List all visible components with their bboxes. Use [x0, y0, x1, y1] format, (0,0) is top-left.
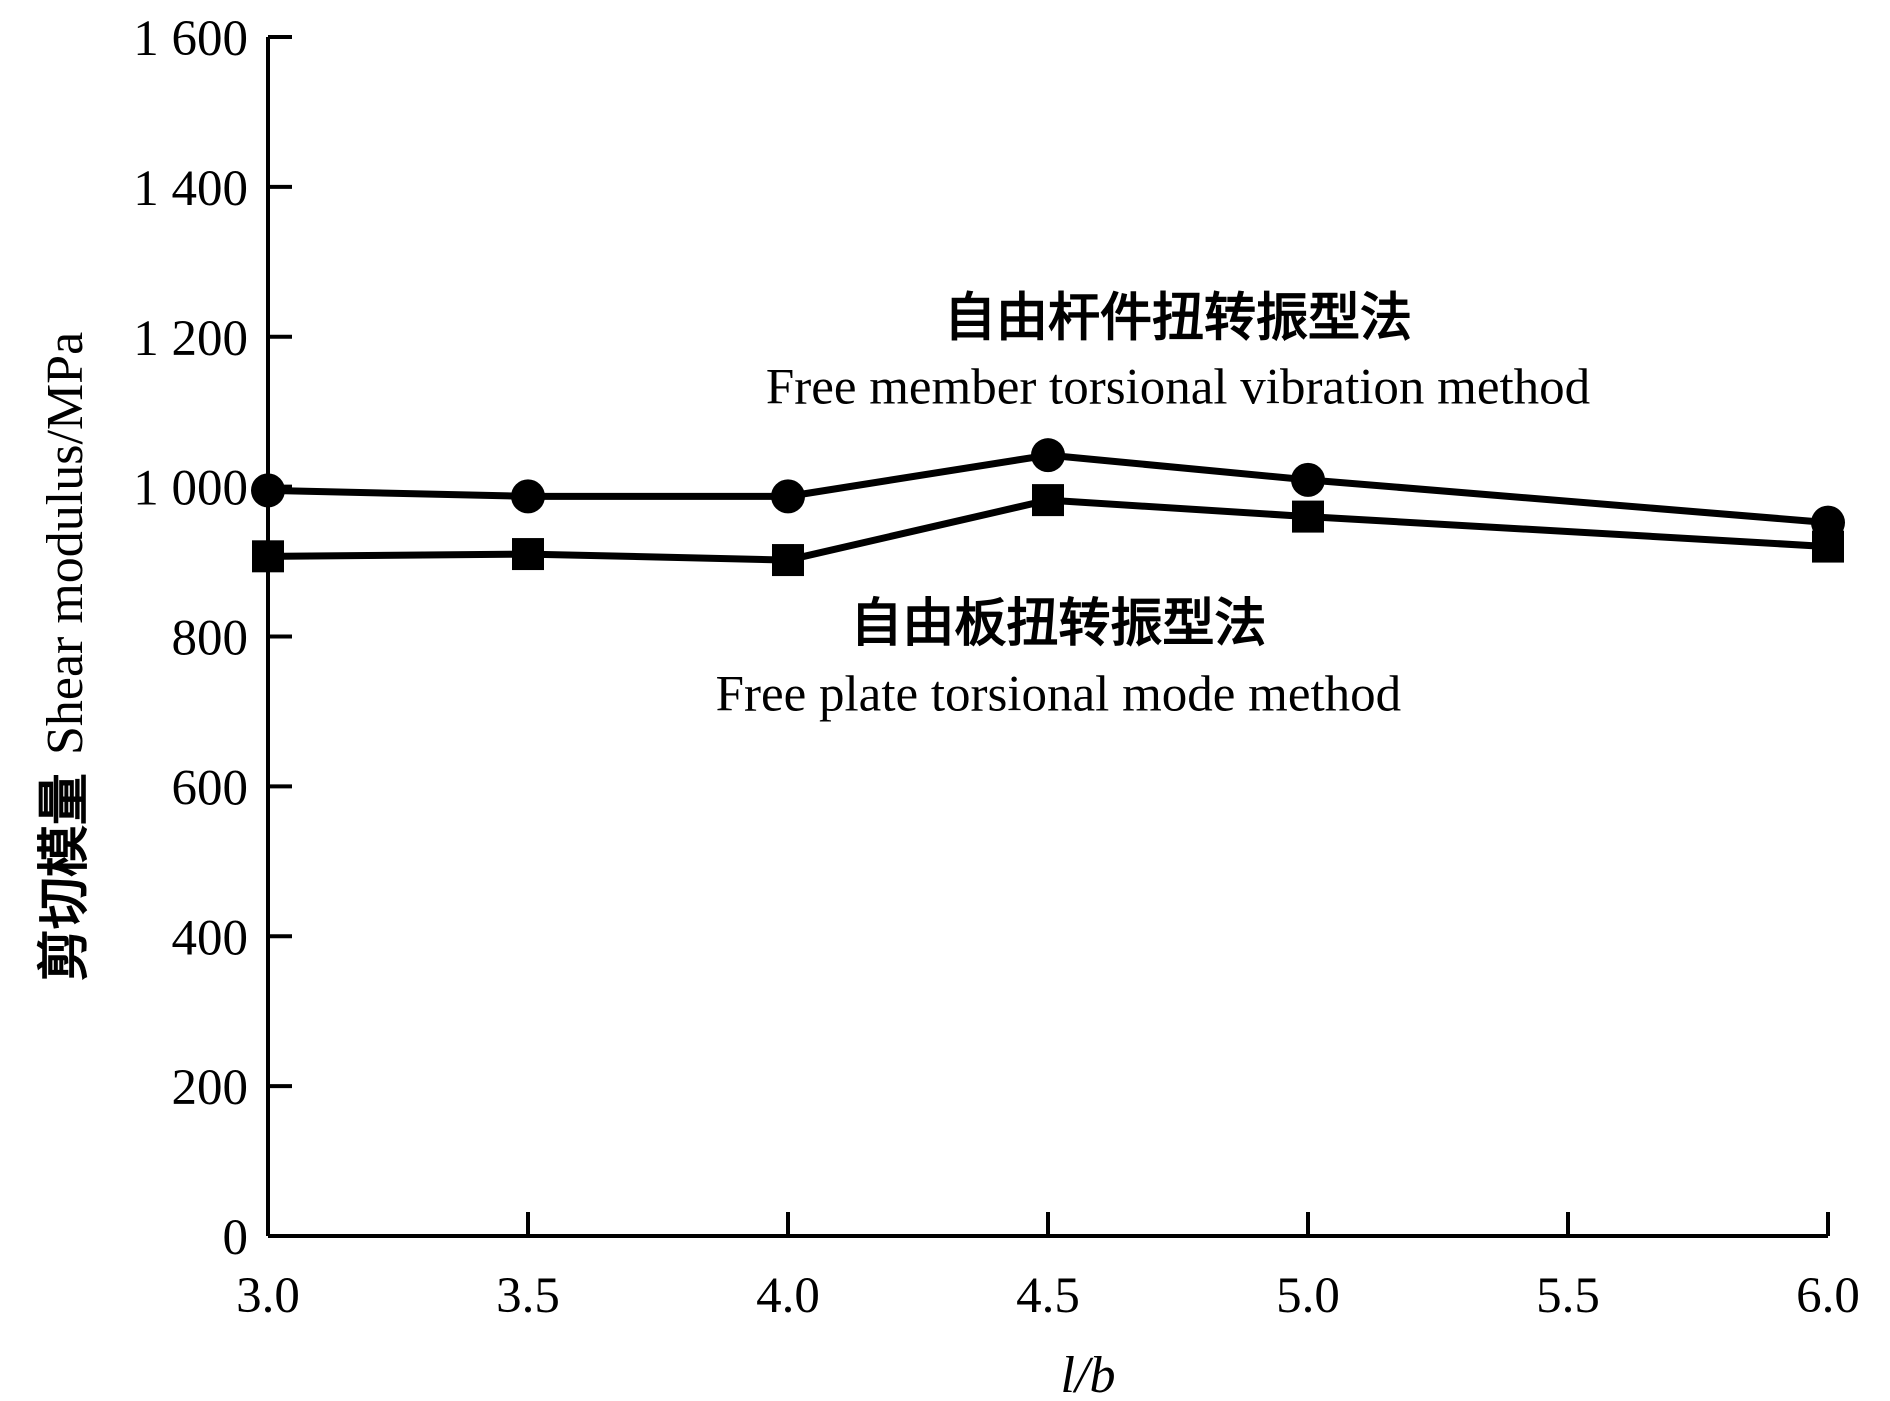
annotation-1-cn: 自由板扭转振型法 — [850, 594, 1266, 654]
y-tick-label: 400 — [172, 910, 249, 966]
y-axis-title-en: Shear modulus/MPa — [37, 332, 94, 755]
series-1 — [252, 484, 1844, 577]
y-tick-label: 1 000 — [133, 461, 248, 517]
x-tick-label: 3.0 — [236, 1268, 300, 1324]
x-axis-title: l/b — [1061, 1347, 1116, 1401]
x-tick-label: 4.0 — [756, 1268, 820, 1324]
series-layer — [251, 438, 1845, 577]
data-point-circle — [771, 479, 805, 514]
y-tick-label: 1 200 — [133, 311, 248, 367]
x-tick-label: 4.5 — [1016, 1268, 1080, 1324]
annotation-layer: 自由杆件扭转振型法 Free member torsional vibration… — [716, 288, 1590, 722]
x-tick-label: 3.5 — [496, 1268, 560, 1324]
x-tick-label: 5.5 — [1536, 1268, 1600, 1324]
series-line — [267, 496, 1829, 564]
y-axis-title: 剪切模量 Shear modulus/MPa — [35, 332, 95, 981]
data-point-square — [1032, 484, 1064, 517]
annotation-0-en: Free member torsional vibration method — [766, 359, 1590, 415]
data-point-square — [512, 538, 544, 571]
y-tick-label: 600 — [172, 760, 249, 816]
y-tick-label: 800 — [172, 611, 249, 667]
y-tick-label: 1 600 — [133, 11, 248, 67]
data-point-square — [772, 544, 804, 577]
y-tick-label: 200 — [172, 1060, 249, 1116]
data-point-circle — [511, 479, 545, 514]
x-tick-label: 5.0 — [1276, 1268, 1340, 1324]
data-point-square — [1292, 500, 1324, 533]
x-tick-label: 6.0 — [1796, 1268, 1860, 1324]
y-tick-label: 0 — [223, 1210, 249, 1266]
annotation-1-en: Free plate torsional mode method — [716, 667, 1402, 723]
annotation-0-cn: 自由杆件扭转振型法 — [944, 288, 1412, 348]
data-point-circle — [1291, 462, 1325, 497]
data-point-square — [252, 540, 284, 573]
data-point-circle — [1031, 438, 1065, 473]
data-point-square — [1812, 530, 1844, 563]
y-tick-label: 1 400 — [133, 161, 248, 217]
series-line — [267, 451, 1829, 527]
y-axis-title-cn: 剪切模量 — [35, 755, 95, 981]
data-point-circle — [251, 473, 285, 508]
axes: 0 200 400 600 800 1 000 1 200 1 400 1 600 3.0 3.5 4… — [133, 11, 1860, 1324]
